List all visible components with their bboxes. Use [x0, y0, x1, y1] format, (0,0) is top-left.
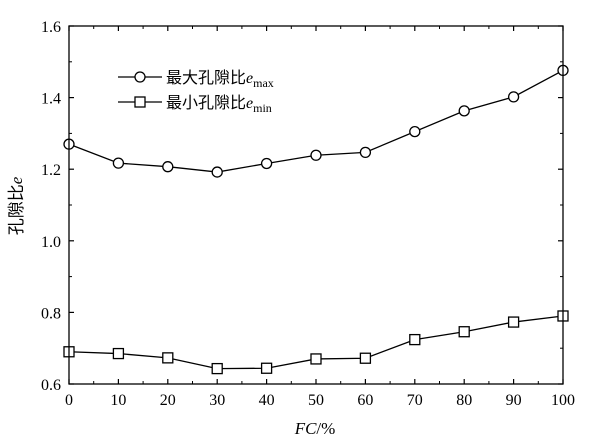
y-tick-label: 0.8: [41, 305, 61, 322]
x-tick-label: 100: [551, 392, 575, 409]
legend-item-emax: 最大孔隙比emax: [118, 69, 274, 90]
series-layer: [63, 64, 569, 375]
x-tick-label: 70: [407, 392, 423, 409]
data-point-emax: [458, 105, 470, 117]
data-point-emin: [112, 347, 125, 360]
data-point-emin: [409, 333, 421, 346]
data-point-emin: [458, 326, 470, 338]
x-tick-label: 30: [209, 392, 225, 409]
data-point-emin: [507, 316, 520, 328]
data-point-emax: [310, 149, 322, 161]
legend-label-emax: 最大孔隙比emax: [166, 69, 274, 90]
data-point-emin: [310, 353, 322, 365]
data-point-emax: [409, 125, 421, 138]
data-point-emax: [507, 91, 520, 103]
data-point-emin: [211, 362, 223, 375]
x-tick-label: 60: [357, 392, 373, 409]
x-tick-label: 0: [65, 392, 73, 409]
y-tick-label: 1.4: [41, 91, 61, 108]
x-tick-label: 90: [506, 392, 522, 409]
y-tick-label: 0.6: [41, 377, 61, 394]
data-point-emax: [112, 157, 125, 169]
ticks-layer: 0 10 20 30 40 50 60 70 80 90 100 0.6 0.8 1.0 1.2 1.4 1.6: [41, 19, 575, 409]
legend-item-emin: 最小孔隙比emin: [118, 94, 272, 115]
x-axis-label: FC/%: [294, 419, 336, 438]
legend-marker-circle: [134, 71, 146, 83]
x-tick-label: 80: [456, 392, 472, 409]
data-point-emax: [260, 157, 273, 170]
y-tick-label: 1.2: [41, 162, 61, 179]
x-tick-label: 40: [259, 392, 275, 409]
data-point-emin: [260, 362, 273, 374]
x-tick-label: 50: [308, 392, 324, 409]
data-point-emax: [211, 166, 223, 178]
legend-marker-square: [134, 96, 146, 108]
legend: 最大孔隙比emax 最小孔隙比emin: [118, 69, 274, 115]
data-point-emin: [162, 352, 174, 364]
x-tick-label: 20: [160, 392, 176, 409]
data-point-emax: [162, 161, 174, 173]
y-axis-label: 孔隙比e: [7, 176, 26, 235]
data-point-emin: [359, 352, 372, 364]
y-tick-label: 1.6: [41, 19, 61, 36]
legend-label-emin: 最小孔隙比emin: [166, 94, 272, 115]
plot-frame: [68, 25, 564, 385]
data-point-emax: [359, 146, 372, 159]
x-tick-label: 10: [110, 392, 126, 409]
y-tick-label: 1.0: [41, 234, 61, 251]
